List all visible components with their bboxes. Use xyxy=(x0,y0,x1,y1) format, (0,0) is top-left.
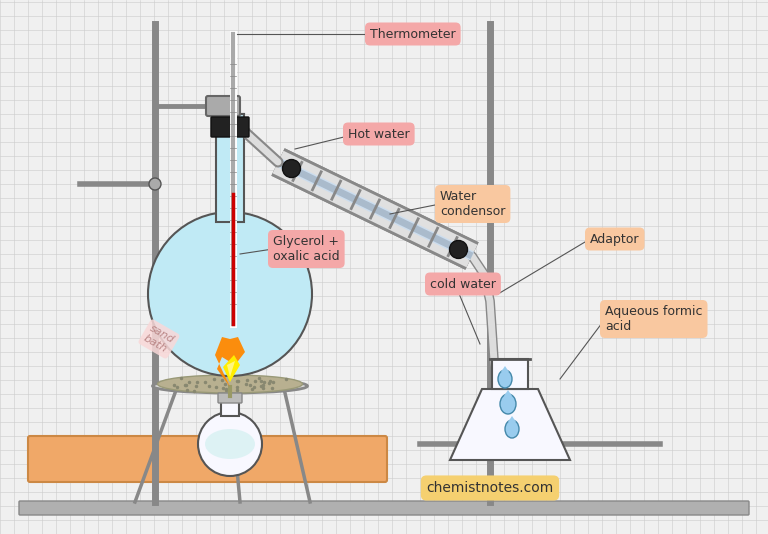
Circle shape xyxy=(149,178,161,190)
Polygon shape xyxy=(504,390,512,396)
FancyBboxPatch shape xyxy=(218,393,242,403)
Ellipse shape xyxy=(157,375,303,393)
Circle shape xyxy=(198,412,262,476)
Text: Adaptor: Adaptor xyxy=(590,232,640,246)
FancyBboxPatch shape xyxy=(211,117,249,137)
Circle shape xyxy=(283,160,300,177)
FancyBboxPatch shape xyxy=(19,501,749,515)
Text: Hot water: Hot water xyxy=(348,128,409,140)
Polygon shape xyxy=(215,337,245,387)
Ellipse shape xyxy=(505,420,519,438)
Ellipse shape xyxy=(153,379,307,393)
Polygon shape xyxy=(450,389,570,460)
Polygon shape xyxy=(508,416,516,422)
Text: cold water: cold water xyxy=(430,278,496,290)
Ellipse shape xyxy=(205,429,255,459)
Polygon shape xyxy=(223,355,240,382)
Bar xyxy=(492,359,528,389)
Circle shape xyxy=(148,212,312,376)
Text: Aqueous formic
acid: Aqueous formic acid xyxy=(605,305,703,333)
FancyBboxPatch shape xyxy=(28,436,387,482)
Text: Glycerol +
oxalic acid: Glycerol + oxalic acid xyxy=(273,235,339,263)
Text: sand
bath: sand bath xyxy=(142,323,176,355)
Circle shape xyxy=(449,240,468,258)
Text: Water
condensor: Water condensor xyxy=(440,190,505,218)
Ellipse shape xyxy=(500,394,516,414)
Ellipse shape xyxy=(498,370,512,388)
FancyBboxPatch shape xyxy=(206,96,240,116)
Bar xyxy=(216,114,244,222)
Text: Thermometer: Thermometer xyxy=(370,27,455,41)
Polygon shape xyxy=(501,366,509,372)
Polygon shape xyxy=(227,361,235,377)
Bar xyxy=(221,400,239,416)
Text: chemistnotes.com: chemistnotes.com xyxy=(426,481,554,495)
